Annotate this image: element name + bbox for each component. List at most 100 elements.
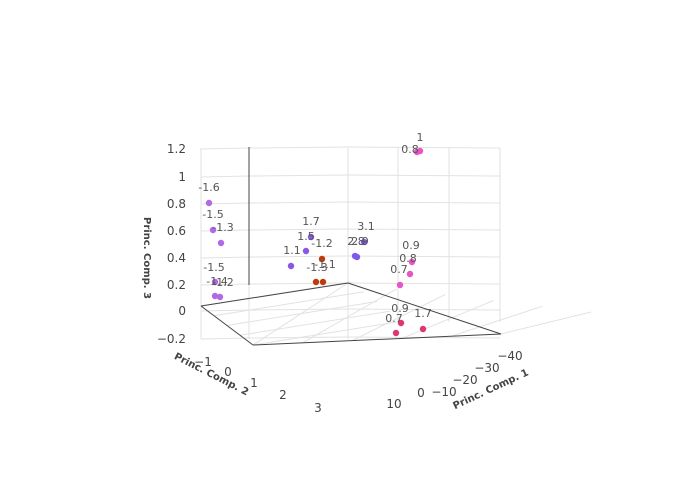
data-point — [396, 281, 404, 289]
data-point-label: -1.1 — [314, 258, 335, 271]
floor-grid-line — [252, 320, 404, 346]
data-point — [397, 319, 405, 327]
data-point-label: -1.5 — [202, 208, 223, 221]
z-axis-title: Princ. Comp. 3 — [141, 217, 152, 299]
x-tick-label: −20 — [452, 373, 477, 387]
data-point — [307, 233, 315, 241]
z-grid-line-right — [347, 308, 501, 311]
floor-grid-line — [351, 294, 446, 342]
data-point — [406, 270, 414, 278]
data-point-label: 1 — [417, 131, 424, 144]
x-tick-label: −30 — [474, 361, 499, 375]
z-grid-line-right — [347, 146, 501, 149]
data-point-label: 1.7 — [302, 215, 320, 228]
data-point-label: -1.6 — [198, 181, 219, 194]
data-point-label: 1.7 — [414, 307, 432, 320]
z-grid-line-right — [347, 201, 501, 204]
y-tick-label: 3 — [314, 401, 322, 415]
z-tick-label: 0.6 — [167, 224, 186, 238]
floor-grid-line — [500, 311, 592, 335]
z-grid-line-back — [248, 282, 349, 285]
floor-grid-line — [239, 310, 391, 336]
x-axis-edge — [252, 333, 502, 346]
z-tick-label: 0.8 — [167, 197, 186, 211]
z-grid-line-back — [248, 228, 349, 231]
x-tick-label: −40 — [497, 349, 522, 363]
z-tick-label: 1.2 — [167, 142, 186, 156]
y-tick-label: 1 — [250, 376, 258, 390]
data-point-label: 0.9 — [391, 302, 409, 315]
floor-grid-line — [401, 299, 494, 339]
y-tick-label: 0 — [224, 365, 232, 379]
z-grid-line-left — [200, 283, 250, 286]
data-point — [319, 278, 327, 286]
data-point — [408, 258, 416, 266]
x-tick-label: −10 — [431, 385, 456, 399]
y-axis-edge — [200, 282, 349, 307]
data-point-label: -1.2 — [311, 237, 332, 250]
data-point-label: 3.1 — [357, 220, 375, 233]
data-point-label: -1.4 — [206, 275, 227, 288]
data-point-label: 0.7 — [385, 312, 403, 325]
data-point — [216, 293, 224, 301]
y-tick-label: −1 — [194, 355, 212, 369]
z-grid-line-back — [248, 201, 349, 204]
data-point — [209, 226, 217, 234]
z-grid-line-back — [248, 308, 349, 311]
floor-grid-line — [213, 291, 365, 317]
x-tick-label: 10 — [386, 397, 401, 411]
z-grid-line-right — [347, 255, 501, 258]
data-point — [351, 252, 359, 260]
floor-edge — [347, 282, 502, 335]
z-tick-label: −0.2 — [157, 332, 186, 346]
z-grid-line-left — [200, 175, 250, 178]
z-tick-label: 0.2 — [167, 278, 186, 292]
data-point-label: 0.9 — [402, 239, 420, 252]
point-layer: 10.80.90.80.70.90.7 1.73.12.82.91.71.51.1… — [198, 131, 432, 337]
z-grid-line-back — [248, 255, 349, 258]
data-point — [419, 325, 427, 333]
z-grid-line-left — [200, 337, 250, 340]
tick-layer: −0.200.20.40.60.811.2−10123−40−30−20−100… — [157, 142, 523, 415]
data-point-label: 1.5 — [297, 230, 315, 243]
z-tick-label: 0.4 — [167, 251, 186, 265]
data-point-label: -1.5 — [203, 261, 224, 274]
data-point — [413, 148, 421, 156]
z-tick-label: 1 — [178, 170, 186, 184]
floor-grid-line — [451, 305, 543, 337]
z-grid-line-back — [248, 146, 349, 149]
data-point-label: 2.8 — [347, 235, 365, 248]
data-point — [318, 255, 326, 263]
z-grid-line-left — [200, 309, 250, 312]
z-grid-line-right — [347, 174, 501, 177]
z-grid-line-left — [200, 256, 250, 259]
z-grid-line-left — [200, 147, 250, 150]
data-point — [217, 239, 225, 247]
z-grid-line-right — [347, 228, 501, 231]
grid-layer — [200, 146, 592, 346]
data-point — [360, 238, 368, 246]
z-grid-line-right — [347, 282, 501, 285]
y-tick-label: 2 — [279, 388, 287, 402]
floor-grid-line — [252, 282, 349, 346]
data-point — [211, 278, 219, 286]
data-point-label: 0.8 — [399, 252, 417, 265]
data-point-label: -1.3 — [212, 221, 233, 234]
x-tick-label: 0 — [417, 386, 425, 400]
data-point-label: 0.7 — [390, 263, 408, 276]
floor-edge — [200, 305, 254, 346]
data-point — [211, 292, 219, 300]
data-point-label: -1.3 — [306, 261, 327, 274]
data-point-label: 2.9 — [351, 235, 369, 248]
data-point-label: 0.8 — [401, 143, 419, 156]
z-tick-label: 0 — [178, 304, 186, 318]
z-grid-line-back — [248, 174, 349, 177]
floor-grid-line — [302, 288, 397, 344]
data-point-label: 1.1 — [283, 244, 301, 257]
data-point-label: -1.2 — [212, 276, 233, 289]
data-point — [302, 247, 310, 255]
data-point — [287, 262, 295, 270]
data-point — [205, 199, 213, 207]
